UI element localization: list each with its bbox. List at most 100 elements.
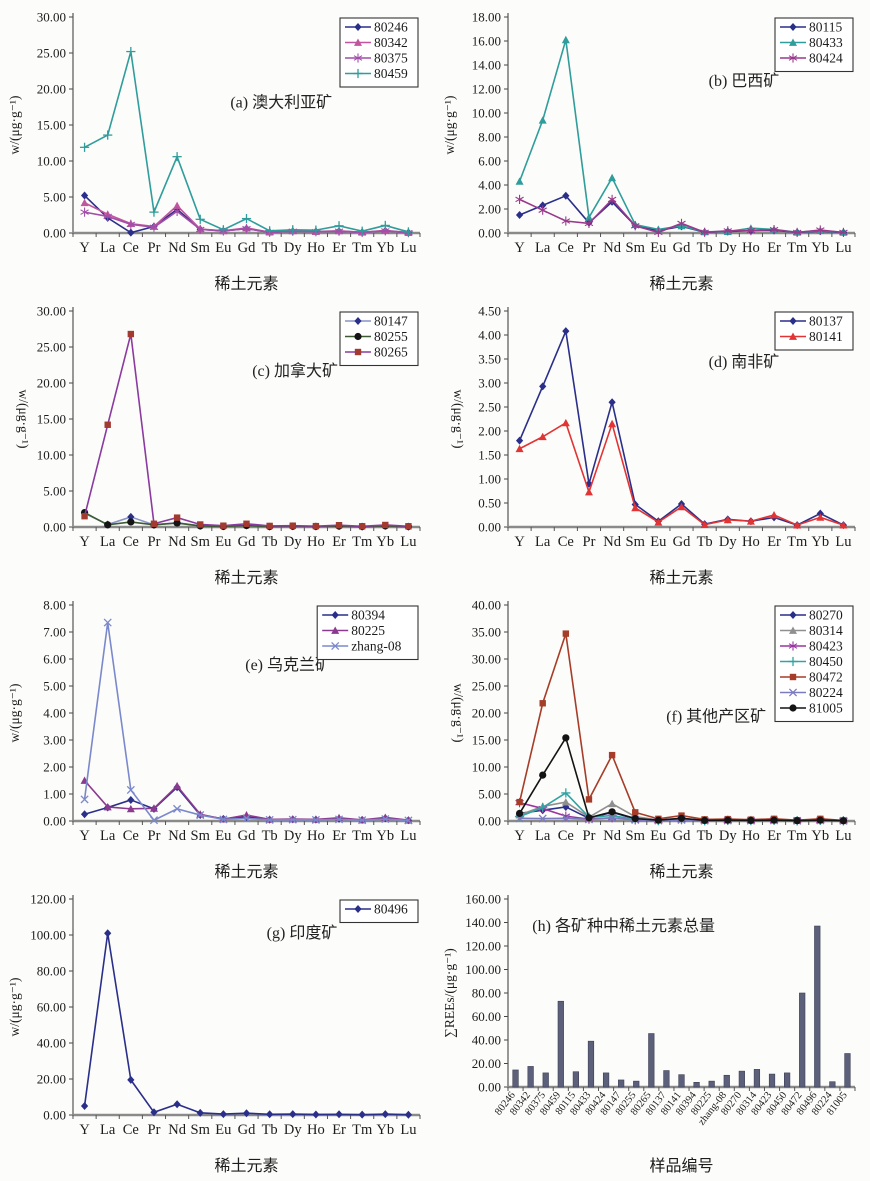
marker-plus: [241, 214, 252, 224]
chart-south-africa: 0.00 0.50 1.00 1.50 2.00 2.50 3.00 3.50 4.00 4.50…: [440, 297, 865, 589]
chart-brazil: 0.00 2.00 4.00 6.00 8.00 10.00 12.00 14.00 16.00…: [440, 3, 865, 295]
marker-triangle: [816, 513, 825, 521]
marker-plus: [380, 220, 390, 231]
bar-80270: [738, 1070, 745, 1088]
legend-label-80246: 80246: [374, 20, 408, 35]
bar-80342: [527, 1066, 534, 1088]
marker-asterisk: [515, 194, 524, 204]
x-tick-label: Eu: [215, 1122, 231, 1138]
bar-80424: [602, 1072, 610, 1088]
marker-square: [539, 700, 546, 707]
marker-square: [358, 523, 366, 530]
x-axis-title: 稀土元素: [214, 569, 278, 587]
x-tick-label: Tm: [787, 240, 808, 256]
chart-canada-svg: 0.00 5.00 10.00 15.00 20.00 25.00 30.00 Y La Ce Pr…: [16, 304, 421, 587]
marker-triangle: [538, 116, 547, 124]
marker-asterisk: [561, 216, 571, 226]
x-tick-label: Tb: [697, 828, 713, 844]
marker-square: [173, 514, 181, 521]
marker-x: [149, 816, 159, 825]
marker-asterisk: [195, 224, 205, 234]
x-tick-label: Sm: [626, 828, 646, 844]
x-tick-label: La: [535, 828, 551, 844]
marker-x: [242, 814, 251, 823]
chart-title: (b) 巴西矿: [709, 72, 780, 90]
legend-label-80424: 80424: [809, 51, 843, 66]
axes: 0.00 5.00 10.00 15.00 20.00 25.00 30.00 35.00 40…: [451, 598, 856, 881]
series-80496-line: [83, 933, 409, 1116]
x-tick-label: Gd: [673, 828, 691, 844]
x-tick-label: Sm: [191, 534, 211, 550]
x-axis-title: 稀土元素: [649, 569, 713, 587]
y-tick-label: 2.00: [478, 202, 501, 217]
y-tick-label: 10.00: [37, 154, 66, 169]
marker-square: [220, 522, 227, 529]
legend-label-81005: 81005: [809, 701, 843, 716]
y-tick-label: 1.50: [478, 448, 501, 463]
axes: 0.00 2.00 4.00 6.00 8.00 10.00 12.00 14.00 16.00…: [442, 10, 856, 293]
y-tick-label: 2.50: [478, 400, 501, 415]
marker-triangle: [515, 444, 524, 453]
marker-triangle: [608, 419, 617, 428]
x-tick-label: Dy: [284, 1122, 302, 1138]
y-tick-label: 120.00: [465, 939, 501, 954]
x-tick-label: Sm: [626, 534, 646, 550]
marker-triangle: [126, 804, 135, 813]
y-tick-label: 18.00: [472, 10, 501, 25]
marker-diamond: [266, 1110, 274, 1119]
marker-circle: [724, 816, 732, 824]
legend-label-80342: 80342: [374, 35, 408, 50]
marker-asterisk: [788, 641, 798, 651]
x-tick-label: Nd: [603, 828, 621, 844]
marker-circle: [585, 814, 593, 822]
legend-label-80314: 80314: [809, 623, 843, 638]
marker-square: [312, 522, 320, 530]
marker-diamond: [539, 382, 547, 391]
marker-diamond: [331, 611, 339, 619]
x-tick-label: Er: [332, 1122, 346, 1138]
chart-other-regions-svg: 0.00 5.00 10.00 15.00 20.00 25.00 30.00 35.00 40…: [451, 598, 856, 881]
chart-australia-svg: 0.00 5.00 10.00 15.00 20.00 25.00 30.00 Y La Ce Pr…: [7, 10, 421, 293]
y-tick-label: 15.00: [37, 412, 66, 427]
x-tick-label: Ho: [742, 534, 760, 550]
marker-square: [104, 421, 111, 428]
x-tick-label: La: [100, 534, 116, 550]
chart-title: (c) 加拿大矿: [252, 361, 338, 380]
y-axis-title: w/(μg·g⁻¹): [451, 684, 466, 743]
bar-80459: [557, 1000, 564, 1088]
x-tick-label: La: [100, 828, 116, 844]
x-tick-label: Pr: [148, 1122, 161, 1138]
marker-circle: [104, 521, 112, 529]
marker-square: [354, 348, 362, 356]
y-tick-label: 0.50: [478, 496, 501, 511]
y-axis-title: w/(μg·g⁻¹): [451, 390, 466, 449]
x-tick-label: Ce: [123, 240, 139, 256]
x-tick-label: Dy: [284, 534, 302, 550]
x-tick-label: Nd: [168, 1122, 186, 1138]
y-tick-label: 35.00: [472, 625, 501, 640]
y-tick-label: 14.00: [472, 58, 501, 73]
marker-plus: [538, 802, 548, 813]
marker-plus: [334, 221, 344, 231]
bar-80115: [572, 1071, 579, 1088]
x-tick-label: Nd: [603, 534, 621, 550]
chart-ukraine: 0.00 1.00 2.00 3.00 4.00 5.00 6.00 7.00 8.00 Y La C…: [5, 591, 430, 883]
marker-diamond: [173, 1100, 181, 1109]
y-tick-label: 20.00: [37, 1072, 66, 1087]
marker-x: [561, 814, 570, 823]
chart-total-rees: 0.00 20.00 40.00 60.00 80.00 100.00 120.00 140.…: [440, 885, 865, 1177]
marker-square: [243, 520, 250, 527]
chart-total-rees-svg: 0.00 20.00 40.00 60.00 80.00 100.00 120.00 140.…: [442, 892, 856, 1175]
bar-80472: [799, 992, 806, 1088]
y-tick-label: 4.00: [43, 706, 66, 721]
marker-diamond: [150, 1108, 158, 1117]
legend-label-80270: 80270: [809, 608, 843, 623]
marker-diamond: [539, 201, 547, 210]
marker-triangle: [561, 35, 570, 44]
x-tick-label: Pr: [148, 828, 161, 844]
marker-triangle: [793, 521, 802, 529]
marker-square: [197, 521, 204, 528]
axes: 0.00 0.50 1.00 1.50 2.00 2.50 3.00 3.50 4.00 4.50…: [451, 304, 856, 587]
marker-plus: [126, 46, 136, 57]
y-tick-label: 3.00: [478, 376, 501, 391]
